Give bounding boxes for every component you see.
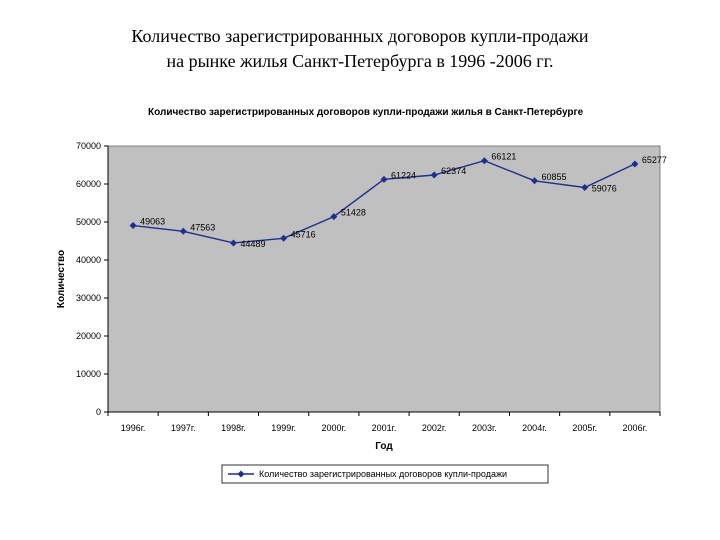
x-tick-label: 1999г. bbox=[271, 423, 296, 433]
data-point bbox=[229, 239, 237, 247]
x-axis: 1996г. 1997г. 1998г. 1999г. 2000г. 2001г. 2002… bbox=[107, 411, 661, 433]
data-label: 60855 bbox=[542, 172, 567, 182]
data-label: 45716 bbox=[291, 229, 316, 239]
data-label: 62374 bbox=[441, 166, 466, 176]
data-label: 51428 bbox=[341, 208, 366, 218]
y-tick-label: 40000 bbox=[76, 255, 101, 265]
x-tick-label: 2002г. bbox=[422, 423, 447, 433]
y-tick-label: 20000 bbox=[76, 331, 101, 341]
x-tick-label: 2004г. bbox=[522, 423, 547, 433]
data-point bbox=[480, 157, 488, 165]
data-label: 61224 bbox=[391, 170, 416, 180]
x-tick-label: 2003г. bbox=[472, 423, 497, 433]
legend-marker-swatch bbox=[237, 470, 245, 478]
x-tick-label: 2005г. bbox=[572, 423, 597, 433]
chart-title: Количество зарегистрированных договоров … bbox=[148, 106, 584, 118]
data-point bbox=[179, 227, 187, 235]
y-tick-label: 60000 bbox=[76, 179, 101, 189]
plot-area bbox=[107, 145, 661, 413]
x-axis-title: Год bbox=[375, 441, 393, 452]
y-tick-label: 70000 bbox=[76, 141, 101, 151]
x-tick-label: 2006г. bbox=[623, 423, 648, 433]
data-label: 65277 bbox=[642, 155, 667, 165]
data-label: 44489 bbox=[240, 239, 265, 249]
data-point bbox=[581, 184, 589, 192]
x-tick-label: 1997г. bbox=[171, 423, 196, 433]
data-label: 59076 bbox=[592, 184, 617, 194]
data-point bbox=[531, 177, 539, 185]
y-tick-label: 30000 bbox=[76, 293, 101, 303]
data-point bbox=[380, 175, 388, 183]
y-tick-label: 10000 bbox=[76, 369, 101, 379]
data-point bbox=[631, 160, 639, 168]
slide-title-line-2: на рынке жилья Санкт-Петербурга в 1996 -… bbox=[166, 51, 554, 71]
x-tick-label: 2000г. bbox=[321, 423, 346, 433]
data-label: 66121 bbox=[491, 152, 516, 162]
x-tick-label: 1996г. bbox=[121, 423, 146, 433]
legend-box bbox=[221, 464, 549, 484]
line-chart: Количество зарегистрированных договоров … bbox=[56, 106, 667, 484]
y-axis: 0 10000 20000 30000 40000 50000 60000 70000 bbox=[76, 141, 109, 417]
legend: Количество зарегистрированных договоров … bbox=[221, 464, 549, 484]
series-markers bbox=[129, 157, 639, 247]
x-tick-label: 2001г. bbox=[372, 423, 397, 433]
data-point bbox=[430, 171, 438, 179]
x-tick-label: 1998г. bbox=[221, 423, 246, 433]
y-axis-title: Количество bbox=[56, 250, 67, 308]
y-tick-label: 0 bbox=[96, 407, 101, 417]
data-point bbox=[129, 222, 137, 230]
slide-title: Количество зарегистрированных договоров … bbox=[0, 24, 720, 74]
chart-frame: Количество зарегистрированных договоров … bbox=[38, 92, 680, 492]
data-labels: 49063 47563 44489 45716 51428 61224 62374 66121… bbox=[140, 152, 667, 249]
y-tick-label: 50000 bbox=[76, 217, 101, 227]
slide-title-line-1: Количество зарегистрированных договоров … bbox=[131, 26, 589, 46]
data-label: 47563 bbox=[190, 222, 215, 232]
legend-entry-label: Количество зарегистрированных договоров … bbox=[259, 469, 507, 479]
data-label: 49063 bbox=[140, 217, 165, 227]
data-point bbox=[280, 234, 288, 242]
data-point bbox=[330, 213, 338, 221]
